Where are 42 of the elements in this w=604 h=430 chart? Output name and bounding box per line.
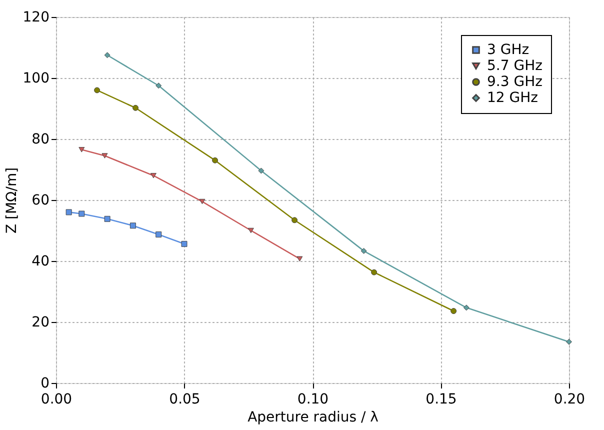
point	[78, 210, 85, 217]
legend-label: 12 GHz	[487, 90, 538, 106]
point	[566, 338, 572, 345]
point	[248, 228, 254, 234]
point	[156, 82, 162, 89]
point	[132, 104, 139, 111]
point	[102, 153, 108, 158]
point	[104, 216, 110, 222]
point	[199, 198, 206, 204]
y-axis-title: Z [MΩ/m]	[4, 167, 20, 234]
x-tick-label: 0.20	[554, 392, 586, 408]
point	[296, 256, 303, 262]
point	[371, 269, 378, 276]
y-tick-label: 20	[32, 314, 50, 330]
y-tick-label: 100	[22, 70, 50, 86]
point	[360, 248, 367, 254]
point	[130, 222, 136, 229]
point	[104, 52, 110, 58]
y-tick-label: 40	[32, 254, 50, 270]
y-tick-label: 0	[40, 376, 50, 392]
point	[292, 217, 298, 224]
y-tick-label: 60	[32, 192, 50, 208]
legend-label: 9.3 GHz	[487, 74, 542, 90]
point	[212, 157, 218, 164]
x-tick-label: 0.10	[297, 392, 329, 408]
x-tick-label: 0.05	[169, 392, 200, 408]
point	[258, 168, 264, 174]
point	[78, 147, 85, 152]
y-tick-label: 120	[22, 10, 50, 26]
point	[94, 87, 100, 94]
x-tick-label: 0.00	[40, 392, 72, 408]
point	[150, 172, 156, 178]
x-axis-title: Aperture radius / λ	[248, 410, 378, 426]
legend-label: 5.7 GHz	[487, 58, 542, 74]
legend-label: 3 GHz	[487, 42, 530, 58]
point	[450, 308, 457, 314]
x-tick-label: 0.15	[426, 392, 457, 408]
point	[181, 240, 188, 247]
point	[463, 304, 470, 311]
point	[66, 209, 72, 216]
y-tick-label: 80	[32, 132, 50, 148]
point	[156, 231, 162, 238]
